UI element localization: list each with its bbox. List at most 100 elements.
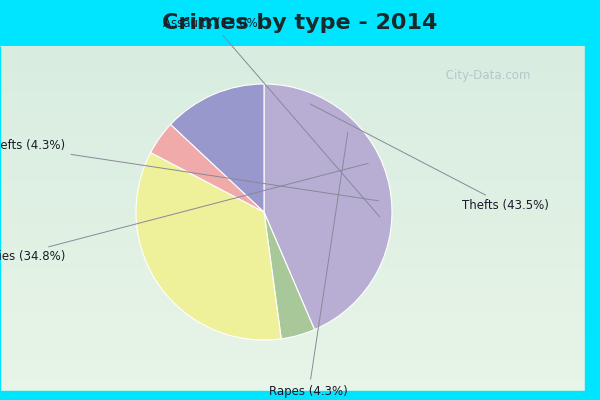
Bar bbox=[0, 184, 600, 188]
Bar bbox=[0, 220, 600, 223]
Bar bbox=[0, 149, 600, 152]
Bar bbox=[0, 120, 600, 124]
Bar bbox=[0, 145, 600, 149]
Bar bbox=[0, 163, 600, 166]
Bar bbox=[0, 386, 600, 389]
Bar bbox=[0, 354, 600, 358]
Bar bbox=[0, 188, 600, 191]
Bar bbox=[0, 71, 600, 74]
Bar bbox=[0, 205, 600, 209]
Bar bbox=[0, 361, 600, 365]
Bar bbox=[0, 159, 600, 163]
Bar bbox=[0, 322, 600, 326]
Bar bbox=[0, 216, 600, 220]
Bar bbox=[0, 251, 600, 255]
Wedge shape bbox=[151, 124, 264, 212]
Bar bbox=[0, 343, 600, 347]
Bar bbox=[0, 170, 600, 174]
Bar bbox=[585, 46, 600, 400]
Bar bbox=[0, 46, 600, 50]
Bar bbox=[0, 110, 600, 113]
Bar bbox=[0, 297, 600, 301]
Bar bbox=[0, 234, 600, 237]
Bar bbox=[0, 226, 600, 230]
Bar bbox=[0, 266, 600, 269]
Wedge shape bbox=[264, 212, 314, 339]
Bar bbox=[0, 347, 600, 350]
Bar bbox=[0, 375, 600, 379]
Bar bbox=[0, 85, 600, 88]
Text: Crimes by type - 2014: Crimes by type - 2014 bbox=[163, 13, 437, 33]
Bar bbox=[0, 81, 600, 85]
Bar bbox=[0, 99, 600, 103]
Bar bbox=[0, 156, 600, 159]
Bar bbox=[0, 57, 600, 60]
Bar bbox=[0, 78, 600, 81]
Bar bbox=[0, 389, 600, 393]
Bar bbox=[0, 96, 600, 99]
Bar bbox=[0, 241, 600, 244]
Bar bbox=[0, 152, 600, 156]
Bar bbox=[0, 350, 600, 354]
Bar bbox=[0, 134, 600, 138]
Bar bbox=[0, 301, 600, 304]
Bar bbox=[0, 64, 600, 67]
Bar bbox=[0, 230, 600, 234]
Bar bbox=[0, 312, 600, 315]
Bar bbox=[0, 365, 600, 368]
Bar bbox=[0, 142, 600, 145]
Text: Rapes (4.3%): Rapes (4.3%) bbox=[269, 132, 348, 398]
Bar bbox=[0, 209, 600, 212]
Bar bbox=[0, 202, 600, 205]
Wedge shape bbox=[264, 84, 392, 330]
Wedge shape bbox=[170, 84, 264, 212]
Bar bbox=[0, 340, 600, 343]
Bar bbox=[0, 174, 600, 177]
Text: Thefts (43.5%): Thefts (43.5%) bbox=[310, 104, 549, 212]
Bar bbox=[0, 315, 600, 318]
Bar bbox=[0, 318, 600, 322]
Bar bbox=[0, 276, 600, 280]
Bar bbox=[0, 368, 600, 372]
Bar bbox=[0, 131, 600, 134]
Bar bbox=[0, 336, 600, 340]
Bar bbox=[0, 180, 600, 184]
Bar bbox=[0, 237, 600, 241]
Bar bbox=[0, 113, 600, 117]
Bar bbox=[0, 60, 600, 64]
Bar bbox=[0, 74, 600, 78]
Bar bbox=[0, 166, 600, 170]
Bar bbox=[0, 283, 600, 287]
Bar bbox=[0, 53, 600, 57]
Bar bbox=[0, 106, 600, 110]
Bar bbox=[0, 262, 600, 266]
Bar bbox=[0, 124, 600, 128]
Bar bbox=[0, 272, 600, 276]
Bar bbox=[0, 198, 600, 202]
Bar bbox=[0, 333, 600, 336]
Bar bbox=[0, 326, 600, 329]
Bar bbox=[0, 128, 600, 131]
Bar bbox=[0, 379, 600, 382]
Bar bbox=[0, 258, 600, 262]
Bar bbox=[0, 117, 600, 120]
Bar bbox=[0, 248, 600, 251]
Bar bbox=[0, 396, 600, 400]
Bar bbox=[0, 393, 600, 396]
Bar bbox=[0, 223, 600, 226]
Text: Burglaries (34.8%): Burglaries (34.8%) bbox=[0, 163, 368, 263]
Bar bbox=[0, 290, 600, 294]
Text: City-Data.com: City-Data.com bbox=[442, 70, 530, 82]
Bar bbox=[0, 269, 600, 272]
Bar bbox=[0, 244, 600, 248]
Bar bbox=[0, 329, 600, 333]
Text: Assaults (13.0%): Assaults (13.0%) bbox=[163, 17, 380, 217]
Bar bbox=[0, 50, 600, 53]
Bar bbox=[0, 195, 600, 198]
Bar bbox=[0, 372, 600, 375]
Wedge shape bbox=[136, 152, 281, 340]
Bar bbox=[0, 67, 600, 71]
Bar bbox=[0, 255, 600, 258]
Bar bbox=[0, 391, 600, 400]
Bar bbox=[0, 103, 600, 106]
